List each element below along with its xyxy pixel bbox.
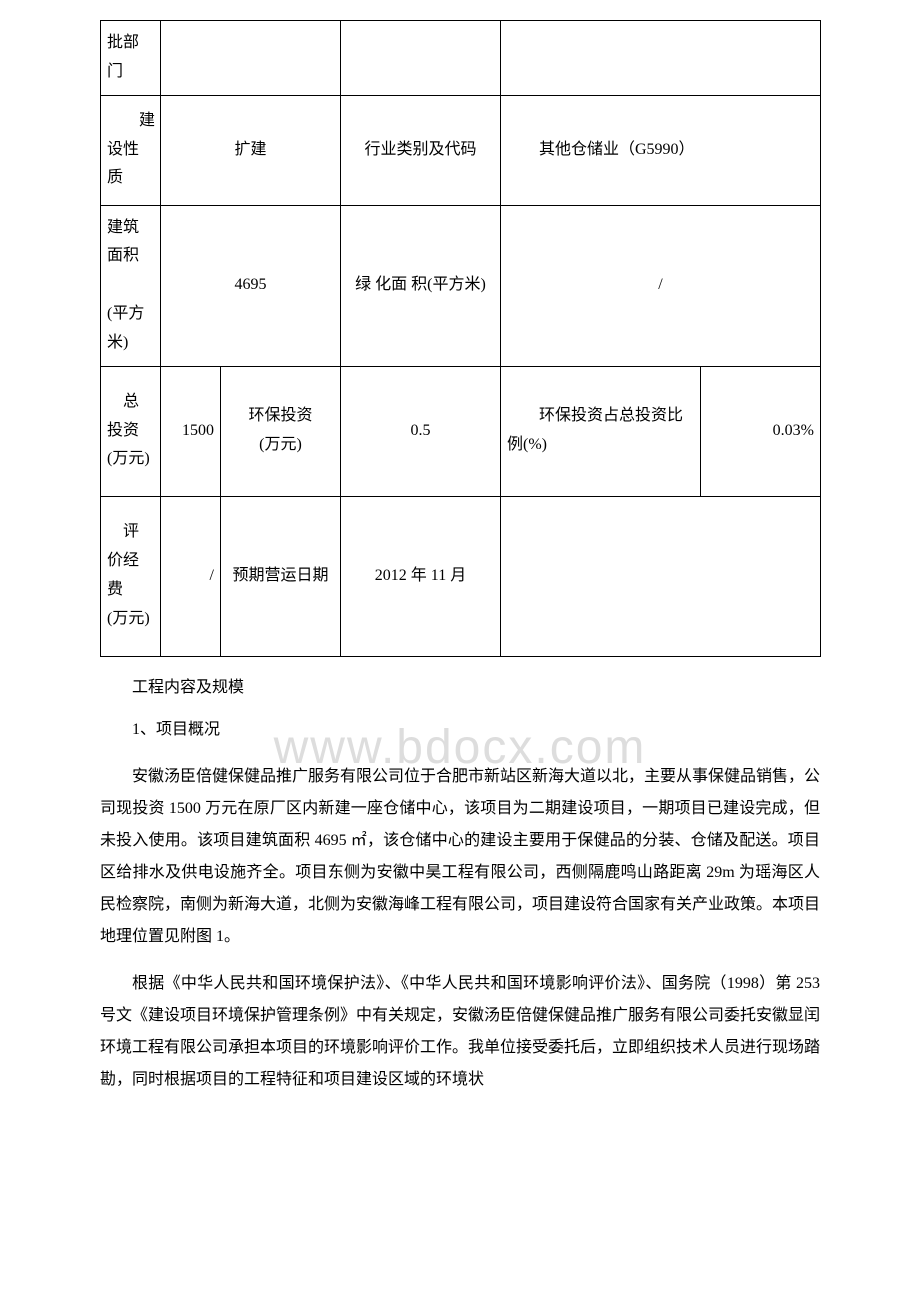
table-row: 批部门 <box>101 21 821 96</box>
building-area-value: 4695 <box>161 205 341 366</box>
eval-cost-value: / <box>161 496 221 656</box>
building-area-label: 建筑面积 (平方米) <box>101 205 161 366</box>
construction-nature-value: 扩建 <box>161 95 341 205</box>
operation-date-value: 2012 年 11 月 <box>341 496 501 656</box>
operation-date-label: 预期营运日期 <box>221 496 341 656</box>
info-table: 批部门 建设性质 扩建 行业类别及代码 其他仓储业（G5990） 建筑面积 (平… <box>100 20 821 657</box>
total-investment-value: 1500 <box>161 366 221 496</box>
env-ratio-value: 0.03% <box>701 366 821 496</box>
construction-nature-label: 建设性质 <box>101 95 161 205</box>
eval-cost-label: 评价经费 (万元) <box>101 496 161 656</box>
green-area-label: 绿 化面 积(平方米) <box>341 205 501 366</box>
text-content: 工程内容及规模 1、项目概况 安徽汤臣倍健保健品推广服务有限公司位于合肥市新站区… <box>100 672 820 1096</box>
empty-cell <box>501 21 821 96</box>
env-investment-label: 环保投资 (万元) <box>221 366 341 496</box>
sub-heading: 1、项目概况 <box>100 714 820 746</box>
industry-category-value: 其他仓储业（G5990） <box>501 95 821 205</box>
table-row: 评价经费 (万元) / 预期营运日期 2012 年 11 月 <box>101 496 821 656</box>
green-area-value: / <box>501 205 821 366</box>
section-heading: 工程内容及规模 <box>100 672 820 704</box>
table-row: 建设性质 扩建 行业类别及代码 其他仓储业（G5990） <box>101 95 821 205</box>
empty-cell <box>501 496 821 656</box>
env-ratio-label: 环保投资占总投资比例(%) <box>501 366 701 496</box>
approval-dept-label: 批部门 <box>101 21 161 96</box>
empty-cell <box>161 21 341 96</box>
table-row: 建筑面积 (平方米) 4695 绿 化面 积(平方米) / <box>101 205 821 366</box>
industry-category-label: 行业类别及代码 <box>341 95 501 205</box>
content-wrapper: 批部门 建设性质 扩建 行业类别及代码 其他仓储业（G5990） 建筑面积 (平… <box>100 20 820 1096</box>
empty-cell <box>341 21 501 96</box>
total-investment-label: 总投资 (万元) <box>101 366 161 496</box>
env-investment-value: 0.5 <box>341 366 501 496</box>
paragraph-1: 安徽汤臣倍健保健品推广服务有限公司位于合肥市新站区新海大道以北，主要从事保健品销… <box>100 761 820 953</box>
table-row: 总投资 (万元) 1500 环保投资 (万元) 0.5 环保投资占总投资比例(%… <box>101 366 821 496</box>
paragraph-2: 根据《中华人民共和国环境保护法》、《中华人民共和国环境影响评价法》、国务院（19… <box>100 968 820 1096</box>
